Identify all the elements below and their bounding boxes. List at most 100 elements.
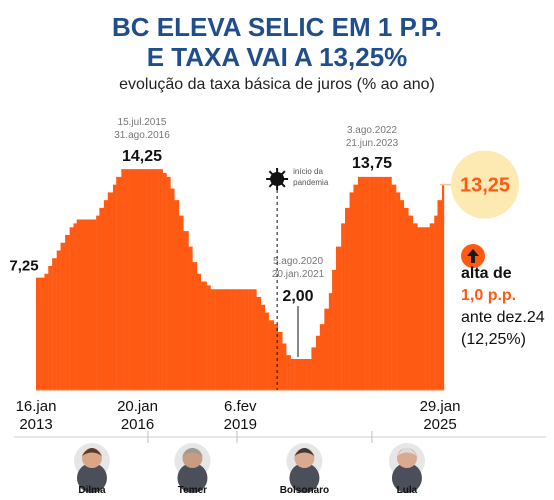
x-tick-year: 2025 xyxy=(423,416,456,433)
rate-bar xyxy=(417,227,422,390)
rate-bar xyxy=(141,169,147,391)
rate-bar xyxy=(286,355,291,391)
rate-bar xyxy=(231,289,236,390)
rate-bar xyxy=(260,304,266,390)
avatar-hair xyxy=(81,448,102,456)
x-tick-label: 20.jan xyxy=(117,398,158,415)
rate-bar xyxy=(403,207,409,391)
value-label-peak: 14,25 xyxy=(122,148,162,165)
rate-bar xyxy=(332,269,337,391)
rate-bar xyxy=(154,169,159,391)
virus-icon xyxy=(266,167,289,191)
x-tick-label: 6.fev xyxy=(224,398,257,415)
rate-bar xyxy=(227,289,232,390)
x-tick-label: 29.jan xyxy=(420,398,461,415)
rate-bar xyxy=(282,343,287,390)
rate-bar xyxy=(96,215,100,391)
x-tick-year: 2019 xyxy=(224,416,257,433)
rate-area-group xyxy=(36,169,445,391)
presidents-timeline: Dilma Temer Bolsonaro Lula xyxy=(14,431,546,496)
rate-bar xyxy=(421,227,426,390)
president-name: Bolsonaro xyxy=(280,485,329,496)
side-note-line-2: 1,0 p.p. xyxy=(461,287,517,304)
rate-bar xyxy=(150,169,155,391)
avatar-torso xyxy=(76,463,107,493)
rate-bar xyxy=(268,320,275,390)
rate-bar xyxy=(429,223,435,391)
rate-bar xyxy=(60,242,66,390)
rate-bar xyxy=(408,215,414,391)
rate-bar xyxy=(328,293,333,391)
side-note-line-3: ante dez.24 xyxy=(461,309,545,326)
rate-bar xyxy=(129,169,133,391)
rate-bar xyxy=(256,297,262,390)
rate-bar xyxy=(99,207,105,391)
rate-bar xyxy=(302,359,307,390)
avatar-hair xyxy=(294,448,315,456)
value-label-start: 7,25 xyxy=(9,258,38,275)
rate-bar xyxy=(311,347,317,391)
value-label-peak-2: 13,75 xyxy=(352,155,392,172)
rate-bar xyxy=(112,184,117,391)
rate-bar xyxy=(132,169,138,391)
rate-bar xyxy=(345,207,350,391)
rate-bar xyxy=(294,359,299,390)
date-label: 5.ago.2020 xyxy=(273,256,323,267)
x-tick-year: 2013 xyxy=(19,416,52,433)
rate-bar xyxy=(387,176,392,391)
rate-bar xyxy=(264,312,269,390)
rate-bar xyxy=(170,188,175,390)
rate-bar xyxy=(210,289,216,390)
president-name: Lula xyxy=(397,485,418,496)
rate-bar xyxy=(146,169,151,391)
rate-bar xyxy=(357,176,363,391)
avatar-torso xyxy=(177,463,208,493)
avatar-hair xyxy=(396,448,417,456)
pandemic-label: início da xyxy=(293,167,323,176)
avatar-torso xyxy=(391,463,422,493)
rate-bar xyxy=(353,184,359,391)
rate-bar xyxy=(90,219,97,390)
rate-bar xyxy=(158,169,163,391)
rate-bar xyxy=(365,176,370,391)
side-note-line-1: alta de xyxy=(461,265,512,282)
rate-bar xyxy=(437,200,443,391)
rate-bar xyxy=(52,258,57,390)
rate-bar xyxy=(192,262,198,391)
rate-bar xyxy=(222,289,228,390)
rate-bar xyxy=(374,176,380,391)
rate-bar xyxy=(383,176,388,391)
chart-subtitle: evolução da taxa básica de juros (% ao a… xyxy=(119,76,435,93)
rate-bar xyxy=(121,169,125,391)
current-value-label: 13,25 xyxy=(460,175,510,197)
chart-title-line-2: E TAXA VAI A 13,25% xyxy=(146,42,408,72)
rate-bar xyxy=(183,231,189,391)
rate-bar xyxy=(69,227,74,390)
rate-bar xyxy=(369,176,375,391)
rate-bar xyxy=(103,200,108,391)
rate-bar xyxy=(124,169,130,391)
rate-bar xyxy=(81,219,87,390)
side-note-line-4: (12,25%) xyxy=(461,331,526,348)
rate-bar xyxy=(434,215,438,391)
rate-bar xyxy=(277,331,283,391)
rate-bar xyxy=(206,285,211,391)
rate-bar xyxy=(324,308,330,391)
rate-bar xyxy=(76,219,83,390)
rate-bar xyxy=(306,359,312,390)
date-label: 3.ago.2022 xyxy=(347,125,397,136)
rate-bar xyxy=(56,250,61,390)
rate-bar xyxy=(48,266,53,390)
rate-bar xyxy=(362,176,366,391)
rate-bar xyxy=(235,289,241,390)
x-tick-label: 16.jan xyxy=(16,398,57,415)
chart-title-line-1: BC ELEVA SELIC EM 1 P.P. xyxy=(112,12,442,42)
rate-bar xyxy=(396,192,401,391)
rate-bar xyxy=(379,176,384,391)
rate-bar xyxy=(196,273,202,390)
president-name: Temer xyxy=(178,485,207,496)
date-label: 20.jan.2021 xyxy=(272,269,325,280)
rate-bar xyxy=(215,289,220,390)
